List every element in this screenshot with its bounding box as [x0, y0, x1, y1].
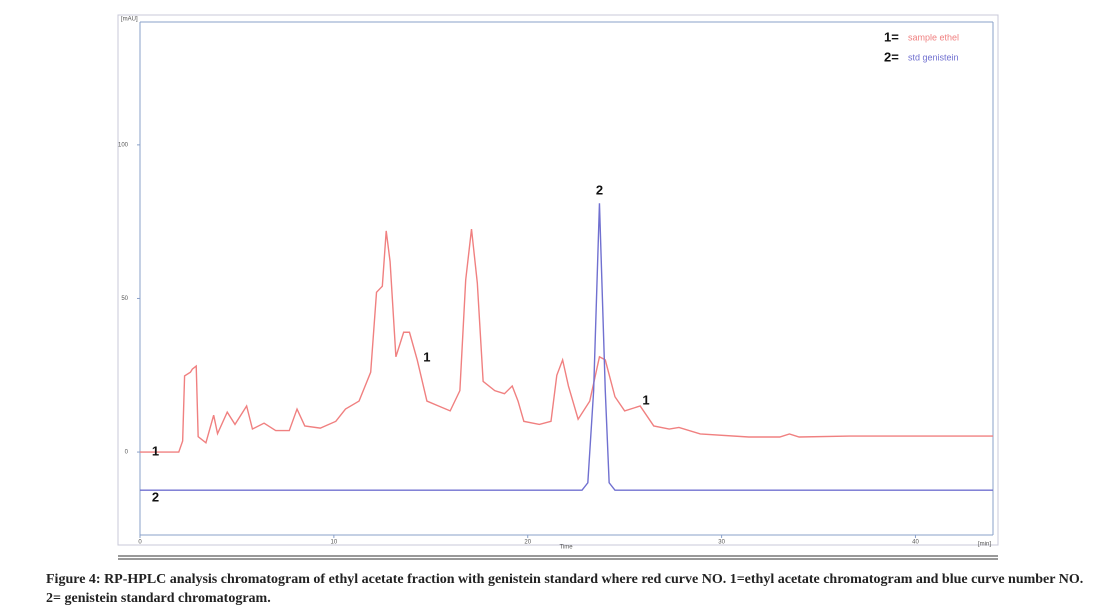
legend-label: sample ethel	[908, 32, 959, 42]
frame	[117, 14, 999, 546]
legend-label: std genistein	[908, 52, 959, 62]
y-tick-label: 50	[121, 296, 128, 302]
annotation: 1	[152, 443, 159, 458]
x-tick-label: 20	[524, 540, 531, 546]
annotation: 2	[152, 490, 159, 505]
annotation: 2	[596, 182, 603, 197]
x-label: Time	[559, 545, 573, 551]
x-unit: [min]	[978, 542, 991, 548]
caption: Figure 4: RP-HPLC analysis chromatogram …	[46, 572, 1084, 606]
series-line	[140, 203, 993, 491]
annotation: 1	[642, 393, 649, 408]
y-unit: [mAU]	[121, 17, 138, 23]
annotation: 1	[423, 349, 430, 364]
y-tick-label: 100	[118, 142, 129, 148]
legend-key: 2=	[884, 49, 899, 64]
x-tick-label: 30	[718, 540, 725, 546]
chart: [mAU] [min] Time 0 10 20 30 40 0 50 100 1= sample…	[117, 14, 999, 560]
x-tick-label: 0	[138, 540, 142, 546]
series-line	[140, 228, 993, 453]
y-tick-label: 0	[125, 450, 129, 456]
x-tick-label: 10	[331, 540, 338, 546]
x-tick-label: 40	[912, 540, 919, 546]
legend-key: 1=	[884, 29, 899, 44]
